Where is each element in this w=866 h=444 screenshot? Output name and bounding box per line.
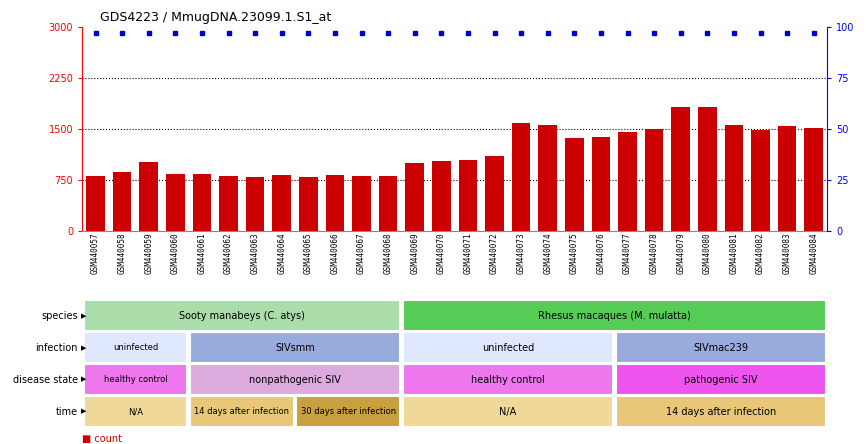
Bar [459, 160, 477, 231]
Bar [751, 130, 770, 231]
Text: species: species [42, 311, 78, 321]
Bar [671, 107, 690, 231]
Bar [192, 174, 211, 231]
Text: GDS4223 / MmugDNA.23099.1.S1_at: GDS4223 / MmugDNA.23099.1.S1_at [100, 12, 331, 24]
Bar [378, 176, 397, 231]
Text: Sooty manabeys (C. atys): Sooty manabeys (C. atys) [179, 311, 305, 321]
Text: SIVsmm: SIVsmm [275, 343, 315, 353]
FancyBboxPatch shape [84, 396, 187, 427]
Bar [246, 177, 264, 231]
Text: ▶: ▶ [81, 345, 86, 351]
FancyBboxPatch shape [84, 300, 400, 331]
Bar [618, 132, 637, 231]
FancyBboxPatch shape [296, 396, 400, 427]
Bar [405, 163, 424, 231]
FancyBboxPatch shape [84, 364, 187, 395]
Bar [725, 125, 743, 231]
Text: 30 days after infection: 30 days after infection [301, 407, 396, 416]
FancyBboxPatch shape [84, 332, 187, 363]
Bar [113, 172, 132, 231]
FancyBboxPatch shape [403, 364, 613, 395]
FancyBboxPatch shape [403, 396, 613, 427]
Bar [539, 125, 557, 231]
Bar [698, 107, 717, 231]
Text: nonpathogenic SIV: nonpathogenic SIV [249, 375, 341, 385]
Bar [565, 138, 584, 231]
Text: 14 days after infection: 14 days after infection [194, 407, 289, 416]
Bar [166, 174, 184, 231]
Text: ■ count: ■ count [82, 434, 122, 444]
Text: Rhesus macaques (M. mulatta): Rhesus macaques (M. mulatta) [538, 311, 690, 321]
Text: healthy control: healthy control [471, 375, 545, 385]
FancyBboxPatch shape [190, 396, 294, 427]
Bar [87, 176, 105, 231]
Bar [273, 175, 291, 231]
Bar [645, 129, 663, 231]
Text: time: time [55, 407, 78, 416]
Text: ▶: ▶ [81, 408, 86, 415]
Bar [512, 123, 531, 231]
Text: ▶: ▶ [81, 377, 86, 383]
Bar [219, 176, 238, 231]
Text: healthy control: healthy control [104, 375, 167, 384]
Text: N/A: N/A [128, 407, 143, 416]
Bar [591, 137, 611, 231]
Text: pathogenic SIV: pathogenic SIV [684, 375, 758, 385]
Text: uninfected: uninfected [113, 343, 158, 352]
FancyBboxPatch shape [190, 332, 400, 363]
Text: ▶: ▶ [81, 313, 86, 319]
FancyBboxPatch shape [616, 332, 825, 363]
Bar [352, 176, 371, 231]
Bar [326, 175, 345, 231]
Text: N/A: N/A [499, 407, 516, 416]
Text: 14 days after infection: 14 days after infection [665, 407, 776, 416]
Bar [432, 162, 450, 231]
FancyBboxPatch shape [616, 396, 825, 427]
Bar [139, 162, 158, 231]
Text: SIVmac239: SIVmac239 [693, 343, 748, 353]
Text: infection: infection [36, 343, 78, 353]
FancyBboxPatch shape [616, 364, 825, 395]
Text: disease state: disease state [13, 375, 78, 385]
Bar [805, 128, 823, 231]
Bar [778, 126, 797, 231]
FancyBboxPatch shape [403, 300, 825, 331]
FancyBboxPatch shape [403, 332, 613, 363]
Text: uninfected: uninfected [481, 343, 534, 353]
FancyBboxPatch shape [190, 364, 400, 395]
Bar [299, 177, 318, 231]
Bar [485, 156, 504, 231]
